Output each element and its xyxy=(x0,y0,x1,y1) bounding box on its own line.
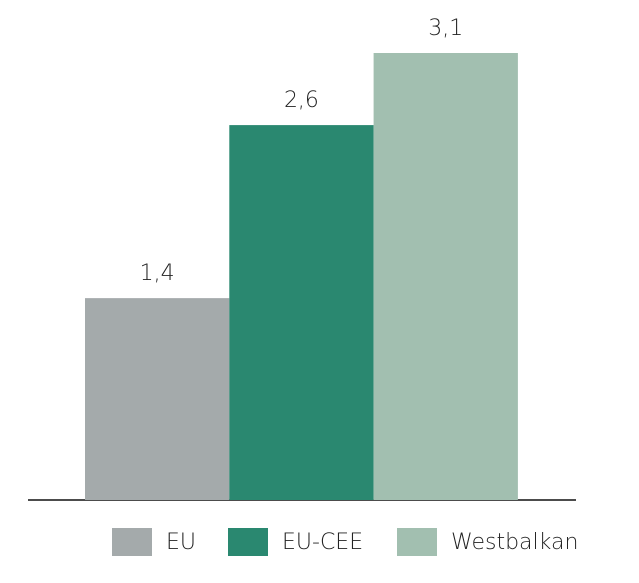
data-label: 2,6 xyxy=(284,88,319,113)
data-label: 3,1 xyxy=(428,16,463,41)
legend-label: EU-CEE xyxy=(282,530,363,555)
bar xyxy=(229,125,374,500)
legend-label: Westbalkan xyxy=(451,530,578,555)
legend-swatch xyxy=(112,528,152,556)
bar xyxy=(85,298,230,500)
data-label: 1,4 xyxy=(140,261,175,286)
legend-label: EU xyxy=(166,530,196,555)
legend-swatch xyxy=(228,528,268,556)
bar xyxy=(373,53,518,500)
legend-swatch xyxy=(397,528,437,556)
